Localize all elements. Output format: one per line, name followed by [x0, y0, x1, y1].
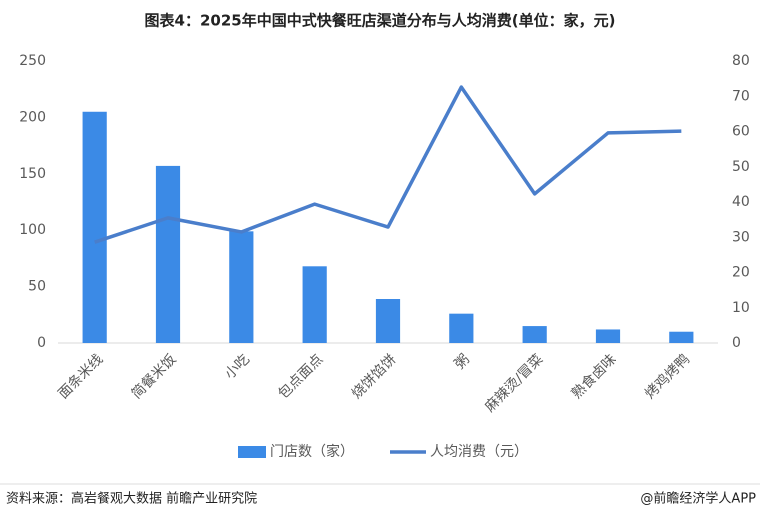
- y2-tick-label: 70: [732, 88, 750, 104]
- bar: [155, 165, 181, 343]
- y-tick-label: 250: [19, 53, 46, 69]
- y-tick-label: 200: [19, 109, 46, 125]
- x-tick-label: 包点面点: [275, 351, 326, 402]
- bar: [302, 266, 327, 343]
- y2-tick-label: 50: [732, 159, 750, 175]
- bar: [522, 326, 547, 343]
- brand: @前瞻经济学人APP: [640, 491, 756, 507]
- y-tick-label: 0: [37, 335, 46, 351]
- source: 资料来源：高岩餐观大数据 前瞻产业研究院: [6, 491, 257, 507]
- bar: [595, 329, 621, 343]
- bar: [375, 299, 401, 343]
- x-tick-label: 麻辣烫/冒菜: [482, 351, 546, 415]
- x-tick-label: 烧饼馅饼: [349, 351, 400, 402]
- y2-tick-label: 10: [732, 300, 750, 316]
- bar: [229, 231, 254, 343]
- y-tick-label: 150: [19, 166, 46, 182]
- y2-tick-label: 30: [732, 229, 750, 245]
- y-tick-label: 50: [28, 279, 46, 295]
- x-tick-label: 熟食卤味: [568, 351, 620, 403]
- line: [94, 85, 682, 244]
- y-tick-label: 100: [19, 222, 46, 238]
- bar: [449, 313, 474, 343]
- bar: [669, 331, 694, 343]
- x-tick-label: 粥: [451, 351, 473, 373]
- x-tick-label: 面条米线: [55, 351, 107, 403]
- bar: [82, 111, 107, 343]
- x-tick-label: 小吃: [222, 351, 253, 382]
- x-tick-label: 简餐米饭: [128, 351, 180, 403]
- y2-tick-label: 20: [732, 265, 750, 281]
- y2-tick-label: 40: [732, 194, 750, 210]
- legend-swatch: [238, 446, 266, 458]
- x-tick-label: 烤鸡烤鸭: [641, 351, 693, 403]
- y2-tick-label: 60: [732, 124, 750, 140]
- legend-label: 门店数（家）: [270, 443, 354, 460]
- legend-label: 人均消费（元）: [430, 444, 528, 460]
- y2-tick-label: 0: [732, 335, 741, 351]
- y2-tick-label: 80: [732, 53, 750, 69]
- chart-title: 图表4：2025年中国中式快餐旺店渠道分布与人均消费(单位：家，元): [145, 12, 616, 30]
